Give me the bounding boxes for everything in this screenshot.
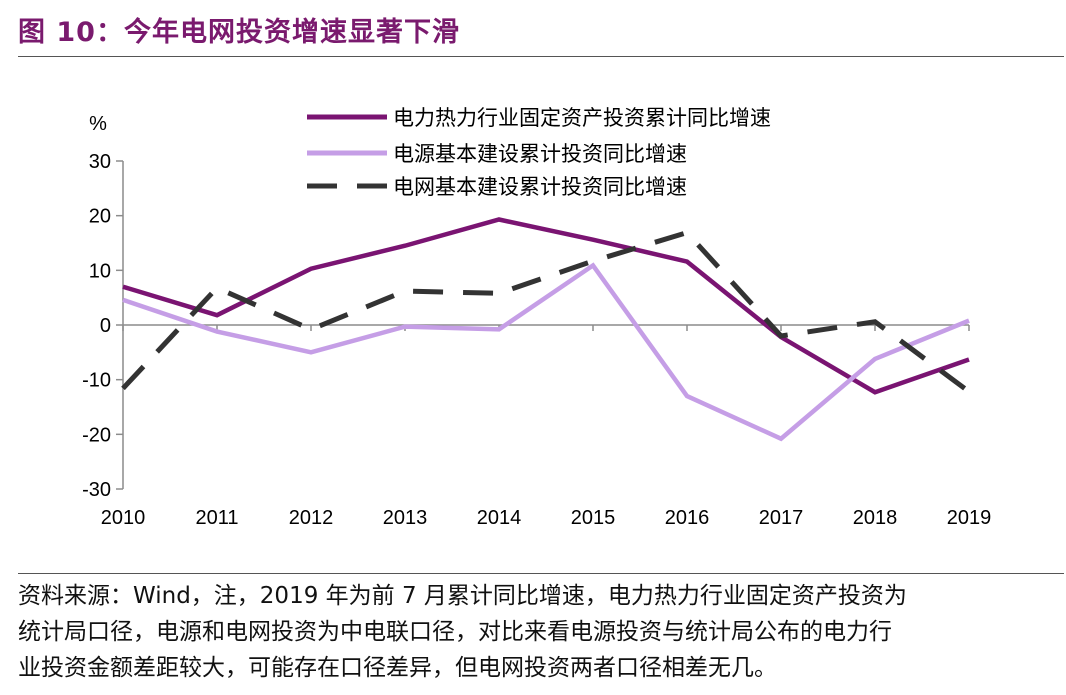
chart-axes: -30 -20 -10 0 10 20 30% 2010 2011 2012 2013 2014 201…: [82, 113, 991, 529]
y-tick-label: 10: [89, 260, 111, 282]
x-tick-label: 2016: [665, 507, 710, 529]
line-chart: -30 -20 -10 0 10 20 30% 2010 2011 2012 2013 2014 201…: [82, 107, 991, 529]
x-tick-label: 2017: [759, 507, 804, 529]
source-line-1: 资料来源：Wind，注，2019 年为前 7 月累计同比增速，电力热力行业固定资…: [18, 583, 907, 609]
chart-legend: 电力热力行业固定资产投资累计同比增速电源基本建设累计投资同比增速电网基本建设累计…: [307, 107, 771, 199]
figure-title: 图 10：今年电网投资增速显著下滑: [18, 17, 460, 48]
x-tick-label: 2011: [195, 507, 238, 529]
x-tick-label: 2019: [947, 507, 992, 529]
source-note: 资料来源：Wind，注，2019 年为前 7 月累计同比增速，电力热力行业固定资…: [18, 578, 1058, 686]
series-line-3: [121, 229, 971, 394]
top-divider: [18, 56, 1064, 57]
x-tick-label: 2015: [571, 507, 616, 529]
y-tick-label: 30: [89, 151, 111, 173]
y-tick-label: -30: [82, 479, 111, 501]
x-tick-label: 2013: [383, 507, 428, 529]
x-tick-label: 2014: [477, 507, 522, 529]
bottom-divider: [18, 573, 1064, 574]
legend-label-2: 电源基本建设累计投资同比增速: [393, 143, 687, 166]
legend-label-3: 电网基本建设累计投资同比增速: [393, 176, 687, 199]
x-tick-label: 2018: [853, 507, 898, 529]
y-tick-label: 20: [89, 206, 111, 228]
x-tick-label: 2012: [289, 507, 334, 529]
legend-label-1: 电力热力行业固定资产投资累计同比增速: [393, 107, 771, 130]
x-tick-label: 2010: [101, 507, 146, 529]
source-line-2: 统计局口径，电源和电网投资为中电联口径，对比来看电源投资与统计局公布的电力行: [18, 619, 892, 645]
chart-series: [121, 217, 971, 442]
y-tick-label: -20: [82, 424, 111, 446]
y-axis-unit-label: %: [89, 113, 107, 135]
series-line-2: [122, 262, 970, 442]
y-tick-label: -10: [82, 370, 111, 392]
series-line-1: [122, 217, 970, 395]
y-tick-label: 0: [100, 315, 111, 337]
source-line-3: 业投资金额差距较大，可能存在口径差异，但电网投资两者口径相差无几。: [18, 655, 777, 681]
